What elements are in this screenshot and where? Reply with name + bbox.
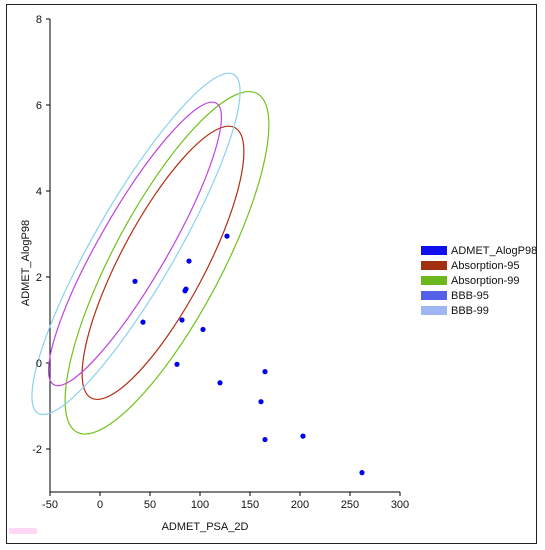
data-point [262, 436, 268, 443]
legend-label: BBB-95 [451, 289, 489, 302]
legend: ADMET_AlogP98 Absorption-95 Absorption-9… [421, 243, 538, 318]
data-point [258, 399, 264, 405]
axis-labels: -50 0 50 100 150 200 250 300 -2 0 2 4 6 8 ADMET_PSA_2D… [20, 14, 409, 533]
chart-frame: -50 0 50 100 150 200 250 300 -2 0 2 4 6 8 ADMET_PSA_2D… [6, 4, 537, 544]
y-tick-label: 0 [36, 358, 42, 370]
legend-swatch [421, 306, 447, 315]
data-point [224, 233, 230, 239]
y-tick-label: 2 [36, 272, 42, 284]
x-tick-label: 100 [191, 499, 209, 511]
x-tick-label: 0 [97, 499, 103, 511]
legend-swatch [421, 246, 447, 255]
ellipse-absorption-95 [81, 125, 245, 401]
x-axis-label: ADMET_PSA_2D [162, 521, 249, 533]
corner-marker [9, 528, 37, 534]
ellipse-absorption-99 [64, 90, 270, 435]
data-point [179, 317, 185, 323]
data-point [186, 258, 192, 264]
ellipse-bbb-95 [47, 101, 223, 387]
x-tick-label: 50 [144, 499, 156, 511]
legend-label: BBB-99 [451, 304, 489, 317]
y-tick-label: -2 [32, 444, 42, 456]
legend-item: BBB-95 [421, 288, 536, 303]
data-points [132, 233, 365, 476]
y-tick-label: 4 [36, 186, 42, 198]
x-tick-label: 200 [291, 499, 309, 511]
data-point [174, 361, 180, 367]
data-point [132, 278, 138, 284]
legend-swatch [421, 261, 447, 270]
x-tick-label: 250 [341, 499, 359, 511]
data-point [217, 380, 223, 386]
y-axis-label: ADMET_AlogP98 [20, 220, 32, 306]
data-point [359, 470, 365, 476]
x-tick-label: 150 [241, 499, 259, 511]
data-point [262, 369, 268, 375]
confidence-ellipses [31, 72, 270, 435]
legend-label: ADMET_AlogP98 [451, 244, 538, 257]
legend-label: Absorption-99 [451, 274, 520, 287]
legend-swatch [421, 291, 447, 300]
data-point [183, 286, 189, 292]
data-point [140, 319, 146, 325]
data-point [300, 433, 306, 439]
y-tick-label: 6 [36, 100, 42, 112]
scatter-plot: -50 0 50 100 150 200 250 300 -2 0 2 4 6 8 ADMET_PSA_2D… [20, 14, 409, 533]
ellipse-bbb-99 [31, 72, 241, 416]
legend-swatch [421, 276, 447, 285]
x-tick-label: -50 [42, 499, 58, 511]
legend-item: Absorption-99 [421, 273, 536, 288]
x-tick-label: 300 [391, 499, 409, 511]
legend-label: Absorption-95 [451, 259, 520, 272]
y-tick-label: 8 [36, 14, 42, 26]
legend-item: ADMET_AlogP98 [421, 243, 538, 258]
legend-item: Absorption-95 [421, 258, 536, 273]
legend-item: BBB-99 [421, 303, 536, 318]
data-point [200, 326, 206, 333]
axes [46, 18, 401, 496]
